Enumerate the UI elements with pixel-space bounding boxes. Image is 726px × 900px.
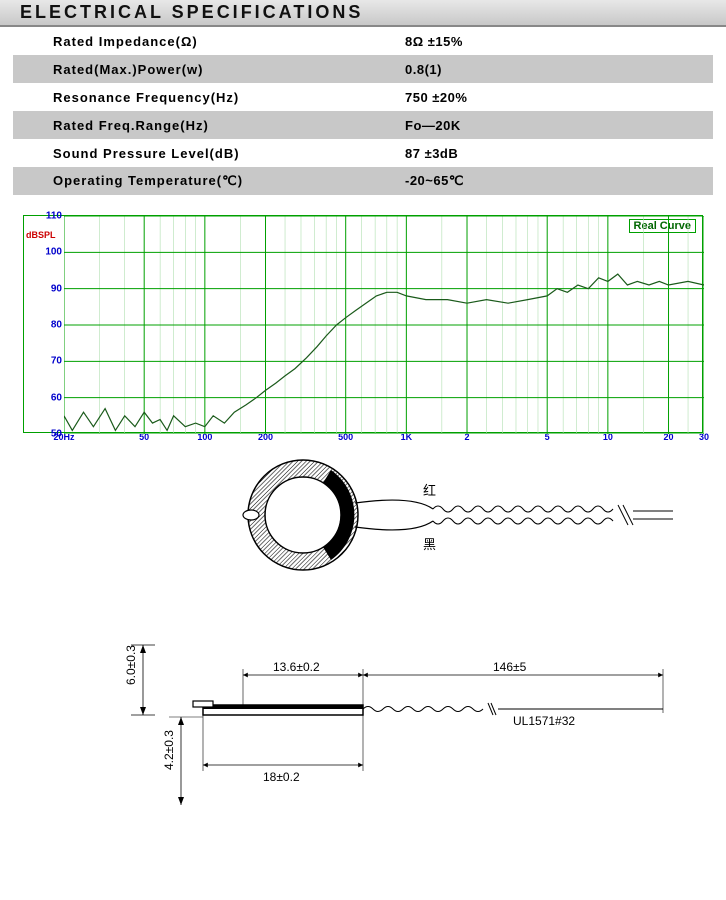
dim-height-total: 6.0±0.3 — [124, 645, 138, 685]
technical-diagram: 红 黑 6.0±0.3 — [23, 445, 703, 865]
y-tick-label: 90 — [51, 283, 62, 294]
y-axis-labels: 5060708090100110 — [24, 216, 64, 432]
spec-label: Rated Impedance(Ω) — [13, 27, 405, 55]
spec-label: Rated(Max.)Power(w) — [13, 55, 405, 83]
spec-table: Rated Impedance(Ω)8Ω ±15%Rated(Max.)Powe… — [13, 27, 713, 195]
y-tick-label: 70 — [51, 356, 62, 367]
table-row: Rated Freq.Range(Hz)Fo—20K — [13, 111, 713, 139]
diagram-svg: 红 黑 6.0±0.3 — [23, 445, 703, 865]
table-row: Resonance Frequency(Hz)750 ±20% — [13, 83, 713, 111]
spec-label: Sound Pressure Level(dB) — [13, 139, 405, 167]
y-tick-label: 80 — [51, 320, 62, 331]
y-tick-label: 100 — [45, 247, 62, 258]
dim-3: 18±0.2 — [263, 770, 300, 784]
spec-value: Fo—20K — [405, 111, 713, 139]
label-red: 红 — [423, 483, 436, 498]
table-row: Sound Pressure Level(dB)87 ±3dB — [13, 139, 713, 167]
spec-value: -20~65℃ — [405, 167, 713, 195]
page-title: ELECTRICAL SPECIFICATIONS — [20, 2, 706, 23]
spec-value: 750 ±20% — [405, 83, 713, 111]
frequency-response-chart: dBSPL Real Curve 5060708090100110 20Hz50… — [23, 215, 703, 433]
spec-value: 87 ±3dB — [405, 139, 713, 167]
spec-label: Rated Freq.Range(Hz) — [13, 111, 405, 139]
spec-value: 8Ω ±15% — [405, 27, 713, 55]
y-tick-label: 110 — [46, 211, 62, 222]
table-row: Rated(Max.)Power(w)0.8(1) — [13, 55, 713, 83]
section-header: ELECTRICAL SPECIFICATIONS — [0, 0, 726, 27]
spec-label: Resonance Frequency(Hz) — [13, 83, 405, 111]
chart-svg — [64, 216, 704, 434]
label-black: 黑 — [423, 537, 436, 552]
spec-label: Operating Temperature(℃) — [13, 167, 405, 195]
x-axis-labels: 20Hz501002005001K25102030 — [64, 432, 702, 446]
dim-1: 13.6±0.2 — [273, 660, 320, 674]
table-row: Rated Impedance(Ω)8Ω ±15% — [13, 27, 713, 55]
table-row: Operating Temperature(℃)-20~65℃ — [13, 167, 713, 195]
dim-2: 146±5 — [493, 660, 527, 674]
y-tick-label: 60 — [51, 392, 62, 403]
spec-value: 0.8(1) — [405, 55, 713, 83]
dim-height-wire: 4.2±0.3 — [162, 730, 176, 770]
wire-spec: UL1571#32 — [513, 714, 575, 728]
